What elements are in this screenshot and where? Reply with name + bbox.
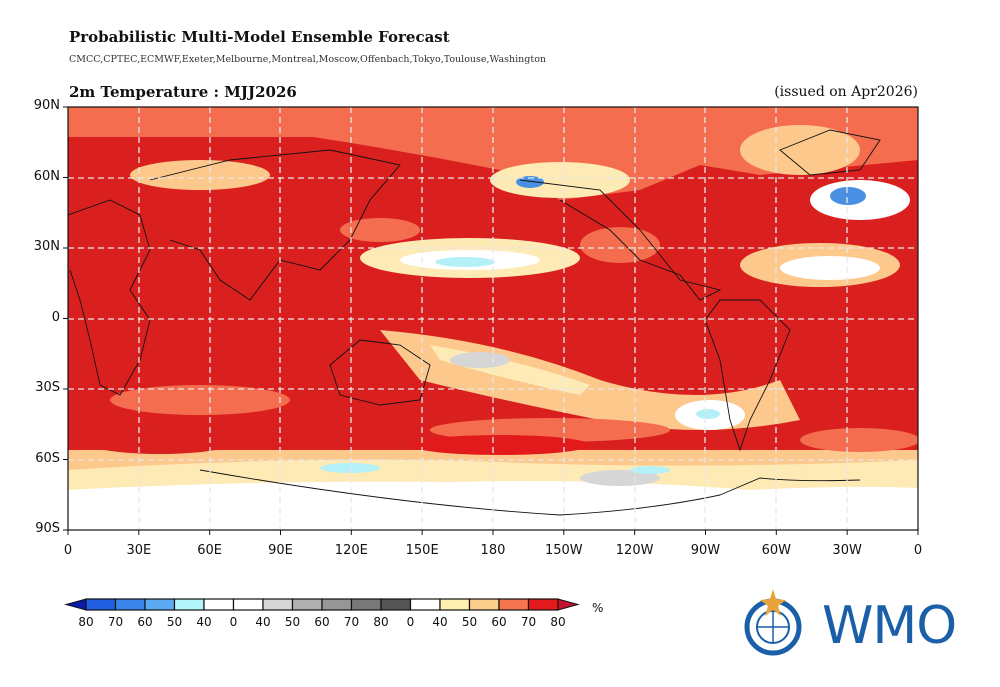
colorbar-swatch	[291, 598, 323, 611]
colorbar-label: 70	[107, 615, 124, 629]
lon-tick-label: 150E	[405, 543, 439, 558]
colorbar-label: 50	[461, 615, 478, 629]
lon-tick-label: 30E	[126, 543, 152, 558]
issued-date: (issued on Apr2026)	[774, 84, 918, 100]
colorbar-label: 70	[343, 615, 360, 629]
colorbar-swatch	[409, 598, 441, 611]
lat-tick-label: 90N	[33, 98, 60, 113]
colorbar-label: 70	[520, 615, 537, 629]
model-list: CMCC,CPTEC,ECMWF,Exeter,Melbourne,Montre…	[69, 54, 547, 65]
lon-tick-label: 120W	[615, 543, 654, 558]
lon-tick-label: 60W	[761, 543, 791, 558]
colorbar-swatch	[350, 598, 382, 611]
colorbar-label: 40	[255, 615, 271, 629]
lon-tick-label: 120E	[334, 543, 368, 558]
colorbar-swatch	[468, 598, 500, 611]
lat-tick-label: 0	[51, 309, 60, 325]
colorbar-high-extend	[557, 598, 580, 611]
colorbar-swatch	[321, 598, 353, 611]
colorbar-label: 60	[314, 615, 330, 629]
grid-lines	[68, 107, 918, 530]
colorbar-label: 50	[166, 615, 183, 629]
colorbar-swatch	[380, 598, 412, 611]
lon-tick-label: 60E	[197, 543, 223, 558]
map-subtitle: 2m Temperature : MJJ2026	[69, 83, 297, 101]
colorbar-swatch	[232, 598, 264, 611]
chart-title: Probabilistic Multi-Model Ensemble Forec…	[69, 28, 450, 46]
lat-tick-label: 30S	[35, 380, 60, 395]
colorbar-label: 50	[284, 615, 301, 629]
colorbar-label: 0	[229, 615, 238, 629]
colorbar-unit: %	[592, 601, 604, 615]
colorbar-label: 80	[373, 615, 389, 629]
colorbar-swatch	[85, 598, 117, 611]
colorbar-swatch	[527, 598, 559, 611]
lat-tick-label: 90S	[35, 521, 60, 536]
colorbar-swatch	[144, 598, 176, 611]
colorbar-swatch	[439, 598, 471, 611]
lat-tick-label: 30N	[33, 239, 60, 254]
wmo-logo-text: WMO	[822, 596, 957, 656]
lon-tick-label: 30W	[832, 543, 862, 558]
colorbar-swatch	[114, 598, 146, 611]
colorbar	[64, 598, 580, 611]
colorbar-label: 0	[406, 615, 415, 629]
colorbar-label: 40	[432, 615, 448, 629]
colorbar-label: 60	[137, 615, 153, 629]
coastlines	[68, 129, 881, 516]
colorbar-label: 40	[196, 615, 212, 629]
lon-tick-label: 150W	[544, 543, 583, 558]
lat-tick-label: 60N	[33, 168, 60, 184]
wmo-emblem-icon	[744, 589, 802, 656]
colorbar-swatch	[262, 598, 294, 611]
lon-tick-label: 90W	[690, 543, 721, 558]
colorbar-low-extend	[64, 598, 87, 611]
colorbar-label: 60	[491, 615, 507, 629]
lat-tick-label: 60S	[35, 450, 60, 466]
lon-tick-label: 180	[480, 543, 506, 558]
lon-tick-label: 90E	[268, 543, 293, 558]
colorbar-label: 80	[78, 615, 94, 629]
lon-tick-label: 0	[913, 543, 923, 558]
colorbar-label: 80	[550, 615, 566, 629]
lon-tick-label: 0	[63, 543, 73, 558]
colorbar-swatch	[173, 598, 205, 611]
colorbar-swatch	[203, 598, 235, 611]
colorbar-swatch	[498, 598, 530, 611]
